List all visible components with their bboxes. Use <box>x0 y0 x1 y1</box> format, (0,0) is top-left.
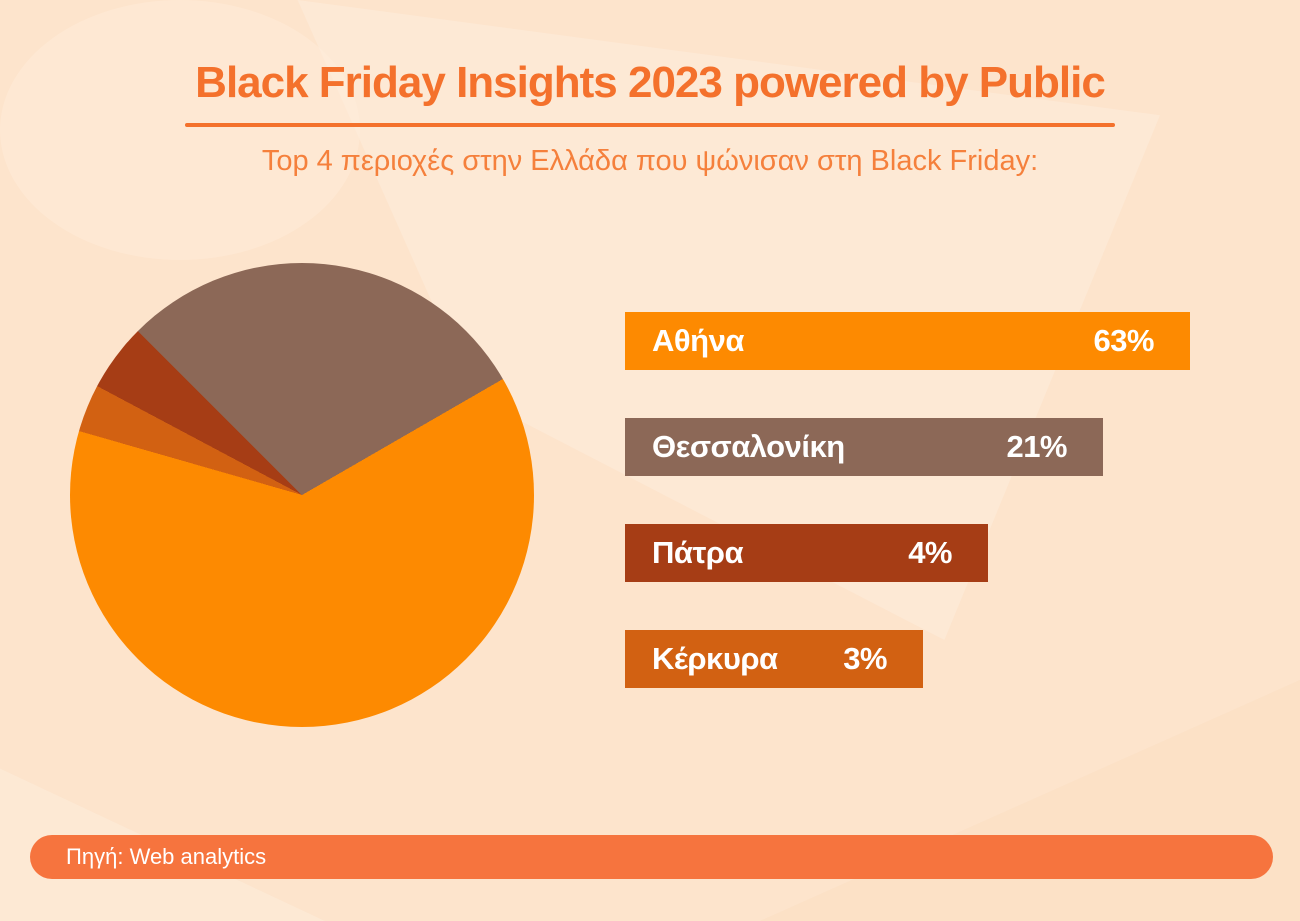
source-text: Πηγή: Web analytics <box>66 844 267 869</box>
bar-value: 4% <box>908 535 952 570</box>
page-title: Black Friday Insights 2023 powered by Pu… <box>195 58 1106 107</box>
source-bar: Πηγή: Web analytics <box>30 835 1273 879</box>
bar-value: 3% <box>843 641 887 676</box>
bar-label: Πάτρα <box>652 535 744 570</box>
page-subtitle: Top 4 περιοχές στην Ελλάδα που ψώνισαν σ… <box>261 144 1039 177</box>
legend-bar: Αθήνα 63% <box>625 312 1190 370</box>
bar-value: 63% <box>1093 323 1154 358</box>
legend-bar: Πάτρα 4% <box>625 524 988 582</box>
header: Black Friday Insights 2023 powered by Pu… <box>0 0 1300 178</box>
bar-label: Αθήνα <box>652 323 744 358</box>
legend-bar: Κέρκυρα 3% <box>625 630 923 688</box>
title-underline <box>185 122 1115 127</box>
bar-label: Κέρκυρα <box>652 641 778 676</box>
bar-legend: Αθήνα 63% Θεσσαλονίκη 21% Πάτρα 4% Κέρκυρα 3% <box>625 312 1190 736</box>
pie-chart <box>70 263 534 727</box>
bar-label: Θεσσαλονίκη <box>652 429 845 464</box>
bar-value: 21% <box>1006 429 1067 464</box>
legend-bar: Θεσσαλονίκη 21% <box>625 418 1103 476</box>
